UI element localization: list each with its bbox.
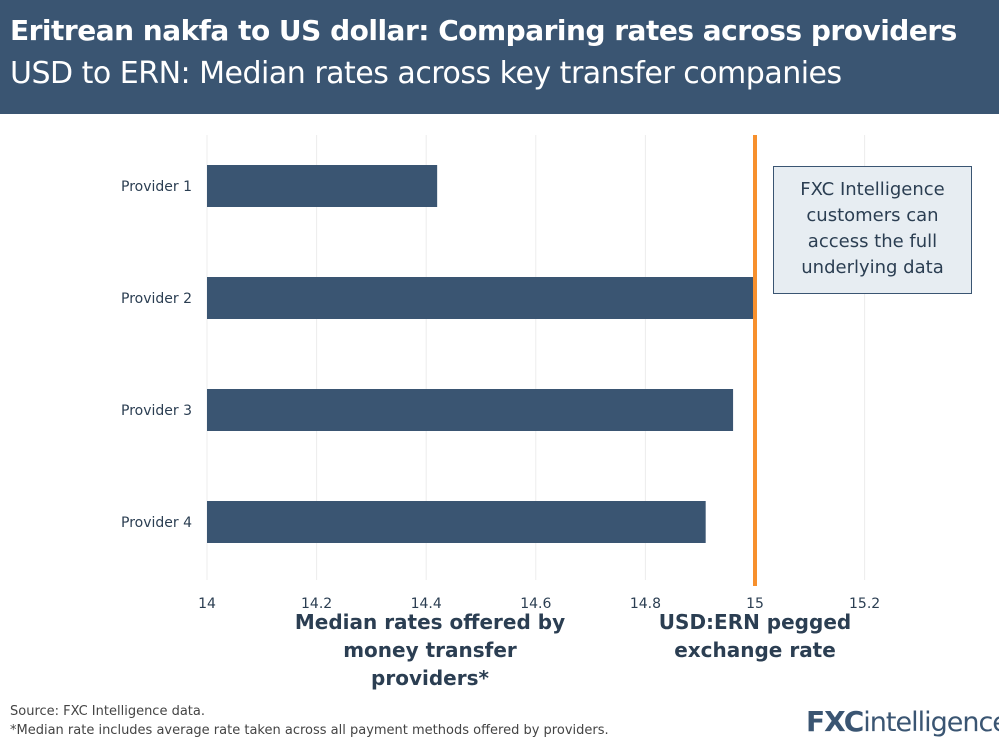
footnote: *Median rate includes average rate taken… bbox=[10, 723, 609, 738]
bar bbox=[207, 501, 706, 543]
bar bbox=[207, 165, 438, 207]
x-axis-label: Median rates offered by money transfer p… bbox=[294, 610, 566, 690]
x-tick-label: 14.2 bbox=[301, 596, 332, 612]
x-tick-label: 14 bbox=[198, 596, 216, 612]
header: Eritrean nakfa to US dollar: Comparing r… bbox=[0, 0, 999, 114]
source-note: Source: FXC Intelligence data. bbox=[10, 704, 205, 719]
x-tick-label: 15.2 bbox=[849, 596, 880, 612]
chart-subtitle: USD to ERN: Median rates across key tran… bbox=[10, 56, 842, 91]
bar bbox=[207, 277, 755, 319]
y-category-label: Provider 2 bbox=[121, 291, 192, 307]
x-tick-label: 14.8 bbox=[630, 596, 661, 612]
y-category-label: Provider 3 bbox=[121, 403, 192, 419]
x-tick-label: 15 bbox=[746, 596, 764, 612]
y-category-label: Provider 1 bbox=[121, 179, 192, 195]
bar bbox=[207, 389, 734, 431]
reference-line-label: USD:ERN pegged exchange rate bbox=[658, 610, 852, 662]
chart-title: Eritrean nakfa to US dollar: Comparing r… bbox=[10, 14, 957, 47]
callout-box: FXC Intelligence customers can access th… bbox=[773, 166, 972, 294]
y-category-label: Provider 4 bbox=[121, 515, 192, 531]
x-tick-label: 14.4 bbox=[411, 596, 442, 612]
fxc-logo: FXCintelligence bbox=[806, 705, 999, 738]
x-tick-label: 14.6 bbox=[520, 596, 551, 612]
